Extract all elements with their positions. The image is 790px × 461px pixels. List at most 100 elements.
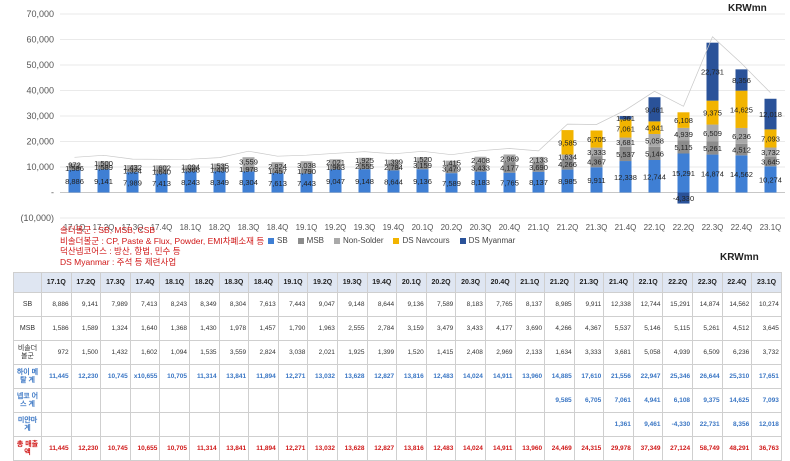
bar-segment: [677, 140, 690, 154]
legend-item-sb: SB: [268, 236, 288, 245]
table-cell: 3,159: [396, 316, 427, 341]
table-cell: 13,960: [514, 436, 546, 461]
table-cell: 9,911: [573, 292, 605, 317]
table-cell: 12,271: [277, 364, 309, 389]
data-label: 12,018: [759, 110, 782, 119]
bar-segment: [561, 130, 574, 155]
table-cell: 11,894: [248, 364, 279, 389]
bar-segment: [561, 169, 574, 193]
table-cell: 24,469: [544, 436, 575, 461]
data-label: 5,058: [645, 136, 664, 145]
data-label: 7,989: [123, 178, 142, 187]
table-cell: 4,177: [484, 316, 516, 341]
x-tick-label: 19.3Q: [354, 223, 376, 232]
data-label: 1,602: [152, 163, 171, 172]
table-row-label: MSB: [13, 316, 42, 341]
table-header-cell: 21.2Q: [544, 272, 575, 293]
table-cell: 9,136: [396, 292, 427, 317]
data-label: 1,368: [181, 166, 200, 175]
table-cell: 13,816: [396, 436, 427, 461]
table-cell: -4,330: [662, 412, 694, 437]
table-cell: [336, 412, 368, 437]
data-label: 1,634: [558, 153, 577, 162]
data-label: 12,744: [643, 172, 666, 181]
table-cell: [159, 388, 190, 413]
bar-segment: [764, 166, 777, 193]
table-cell: 7,989: [100, 292, 131, 317]
bar-segment: [387, 163, 400, 171]
data-label: 7,413: [152, 179, 171, 188]
table-cell: 4,941: [632, 388, 664, 413]
bar-segment: [126, 168, 139, 173]
note-solder: 솔더볼군 : SB, MSB, CSB: [60, 225, 156, 235]
y-tick-label: -: [51, 188, 54, 198]
table-cell: 3,433: [455, 316, 486, 341]
legend-swatch-navcours: [393, 237, 400, 244]
table-cell: 12,827: [366, 364, 398, 389]
bar-segment: [329, 159, 342, 165]
table-cell: [248, 388, 279, 413]
table-cell: 8,644: [366, 292, 398, 317]
stacked-bar-chart: (10,000) - 10,000 20,000 30,000 40,000 50,000 6…: [20, 9, 785, 232]
y-tick-label: 50,000: [26, 60, 54, 70]
bar-segment: [271, 169, 284, 174]
table-cell: 7,093: [751, 388, 782, 413]
data-label: 1,589: [94, 163, 113, 172]
table-cell: 11,445: [41, 364, 72, 389]
bar-segment: [706, 100, 719, 125]
data-label: 5,537: [616, 150, 635, 159]
table-cell: [218, 388, 250, 413]
data-label: 6,236: [732, 132, 751, 141]
bar-segment: [561, 154, 574, 159]
table-cell: 48,291: [721, 436, 753, 461]
data-label: 3,681: [616, 138, 635, 147]
table-header-cell: 18.3Q: [218, 272, 250, 293]
bar-segment: [619, 119, 632, 138]
table-cell: 12,338: [603, 292, 634, 317]
table-cell: 1,640: [129, 316, 161, 341]
data-label: 1,978: [239, 165, 258, 174]
y-tick-label: 10,000: [26, 162, 54, 172]
legend-swatch-msb: [297, 237, 304, 244]
data-label: 14,562: [730, 170, 753, 179]
table-cell: 14,024: [455, 436, 486, 461]
table-cell: 1,324: [100, 316, 131, 341]
table-cell: 1,589: [70, 316, 102, 341]
bar-segment: [503, 162, 516, 173]
data-label: 9,375: [703, 109, 722, 118]
table-corner-cell: [13, 272, 42, 293]
table-cell: [41, 412, 72, 437]
table-cell: 13,960: [514, 364, 546, 389]
table-row-label: SB: [13, 292, 42, 317]
table-cell: 7,061: [603, 388, 634, 413]
bar-segment: [271, 162, 284, 170]
x-tick-label: 18.4Q: [267, 223, 289, 232]
data-label: 9,141: [94, 177, 113, 186]
x-tick-label: 22.3Q: [702, 223, 724, 232]
table-cell: 14,562: [721, 292, 753, 317]
data-label: 1,361: [616, 114, 635, 123]
legend-label-navcours: DS Navcours: [402, 236, 450, 245]
table-cell: 8,985: [544, 292, 575, 317]
revenue-table: 17.1Q 17.2Q 17.3Q 17.4Q 18.1Q 18.2Q 18.3Q 18.4Q…: [13, 272, 782, 461]
table-cell: 12,271: [277, 436, 309, 461]
bar-segment: [213, 167, 226, 172]
data-label: 4,941: [645, 124, 664, 133]
table-cell: 14,911: [484, 364, 516, 389]
bar-segment: [445, 164, 458, 174]
table-cell: 7,589: [425, 292, 457, 317]
table-cell: [425, 412, 457, 437]
table-cell: [484, 388, 516, 413]
table-cell: 58,749: [692, 436, 723, 461]
data-label: 1,640: [152, 168, 171, 177]
data-label: 12,338: [614, 173, 637, 182]
table-cell: 6,108: [662, 388, 694, 413]
bar-segment: [474, 156, 487, 163]
x-tick-label: 22.4Q: [731, 223, 753, 232]
table-cell: 2,021: [307, 340, 338, 365]
table-header-cell: 17.3Q: [100, 272, 131, 293]
table-cell: 36,763: [751, 436, 782, 461]
bar-segment: [648, 121, 661, 134]
table-cell: [159, 412, 190, 437]
bar-segment: [416, 161, 429, 170]
